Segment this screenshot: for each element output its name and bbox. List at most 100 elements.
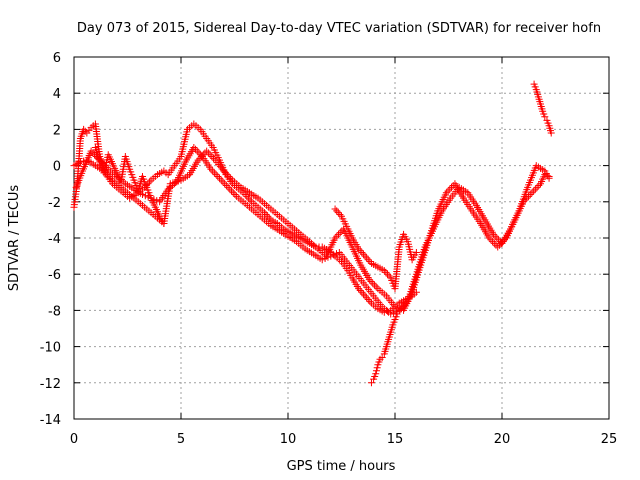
y-tick-label: -6 <box>48 268 61 283</box>
data-point <box>331 205 339 213</box>
data-point <box>412 248 420 256</box>
data-point <box>330 251 338 259</box>
data-point <box>231 191 239 199</box>
data-point <box>246 196 254 204</box>
data-point <box>373 364 381 372</box>
data-point <box>214 172 222 180</box>
data-point <box>446 185 454 193</box>
data-point <box>366 297 374 305</box>
data-points <box>70 80 555 387</box>
data-point <box>208 153 216 161</box>
data-point <box>212 171 220 179</box>
chart-title: Day 073 of 2015, Sidereal Day-to-day VTE… <box>77 21 601 36</box>
x-tick-label: 15 <box>387 432 404 447</box>
data-point <box>192 145 200 153</box>
y-tick-label: -4 <box>48 232 61 247</box>
x-tick-label: 25 <box>601 432 618 447</box>
data-point <box>222 182 230 190</box>
data-point <box>324 253 332 261</box>
data-point <box>491 232 499 240</box>
data-point <box>367 379 375 387</box>
data-point <box>190 144 198 151</box>
data-point <box>225 172 233 180</box>
data-point <box>400 301 408 309</box>
data-point <box>356 286 364 294</box>
axis-ticks: 0 5 10 15 20 25 -14 -12 -10 -8 -6 -4 -2 0 2 4 6 <box>40 51 618 447</box>
y-tick-label: -14 <box>40 413 61 428</box>
data-point <box>197 151 205 159</box>
data-point <box>336 210 344 218</box>
x-tick-label: 10 <box>280 432 297 447</box>
data-point <box>387 310 395 318</box>
data-point <box>366 258 374 266</box>
data-point <box>547 129 555 137</box>
data-point <box>107 174 115 182</box>
data-point <box>210 154 218 162</box>
data-point <box>105 172 113 180</box>
data-point <box>203 147 211 155</box>
data-point <box>243 192 251 200</box>
data-point <box>216 174 224 182</box>
data-point <box>384 270 392 278</box>
data-point <box>204 149 212 157</box>
y-tick-label: 4 <box>53 87 61 102</box>
data-point <box>367 277 375 285</box>
data-point <box>142 182 150 190</box>
data-point <box>335 230 343 238</box>
data-point <box>359 250 367 258</box>
data-point <box>487 236 495 244</box>
data-point <box>444 187 452 195</box>
data-point <box>365 276 373 284</box>
data-point <box>327 252 335 260</box>
data-point <box>442 189 450 197</box>
data-point <box>244 194 252 202</box>
data-point <box>363 294 371 302</box>
x-axis-label: GPS time / hours <box>287 459 396 474</box>
data-point <box>355 285 363 293</box>
data-point <box>224 183 232 191</box>
gridlines <box>74 57 609 419</box>
data-point <box>222 169 230 177</box>
data-point <box>361 292 369 300</box>
data-point <box>490 239 498 247</box>
data-point <box>372 283 380 291</box>
data-point <box>103 171 111 179</box>
data-point <box>372 370 380 378</box>
data-point <box>89 149 97 157</box>
data-point <box>206 151 214 159</box>
data-point <box>382 268 390 276</box>
data-point <box>378 353 386 361</box>
data-point <box>489 238 497 246</box>
data-point <box>80 125 88 133</box>
data-point <box>87 147 95 155</box>
data-point <box>219 178 227 186</box>
data-point <box>535 182 543 190</box>
data-point <box>228 187 236 195</box>
y-tick-label: 0 <box>53 160 61 175</box>
data-point <box>334 209 342 217</box>
data-point <box>489 230 497 238</box>
data-point <box>229 189 237 197</box>
y-tick-label: -2 <box>48 196 61 211</box>
x-tick-label: 5 <box>177 432 185 447</box>
y-tick-label: 2 <box>53 123 61 138</box>
data-point <box>402 299 410 307</box>
data-point <box>545 174 553 182</box>
data-point <box>333 250 341 258</box>
data-point <box>390 309 398 317</box>
data-point <box>227 174 235 182</box>
data-point <box>361 252 369 260</box>
data-point <box>193 147 201 155</box>
data-point <box>494 243 502 251</box>
data-point <box>533 183 541 191</box>
data-point <box>209 167 217 175</box>
data-point <box>220 167 228 175</box>
data-point <box>528 189 536 197</box>
data-point <box>138 191 146 199</box>
data-point <box>195 149 203 157</box>
y-tick-label: -10 <box>40 341 61 356</box>
data-point <box>333 207 341 215</box>
data-point <box>76 158 84 166</box>
data-point <box>363 254 371 262</box>
